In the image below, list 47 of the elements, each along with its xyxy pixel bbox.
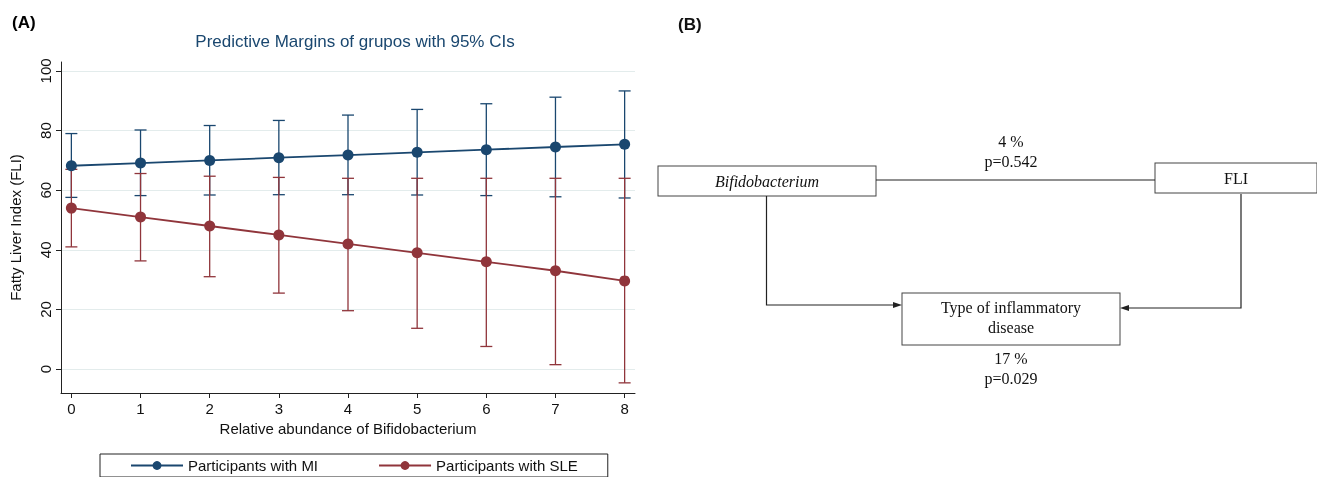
point [480,256,492,268]
point [273,229,285,241]
y-axis-title: Fatty Liver Index (FLI) [7,154,24,301]
legend-label: Participants with SLE [436,457,578,474]
point [65,160,77,172]
point [549,141,561,153]
point [135,211,147,223]
text: 4 % [998,133,1024,150]
point [619,275,631,287]
point [135,157,147,169]
point [411,247,423,259]
y-tick-label: 40 [37,241,54,259]
text: FLI [1224,170,1248,187]
y-tick-label: 80 [37,122,54,139]
text: Bifidobacterium [715,173,819,191]
point [273,152,285,164]
text: (B) [678,15,702,34]
x-tick-label: 5 [412,400,422,417]
point [204,220,216,232]
point [342,149,354,161]
x-tick-label: 6 [482,400,491,417]
x-axis-title: Relative abundance of Bifidobacterium [219,419,477,437]
chart-title: Predictive Margins of grupos with 95% CIs [195,32,515,51]
point [549,265,561,277]
y-tick-label: 0 [37,364,54,374]
y-tick-label: 20 [37,301,54,318]
y-tick-label: 60 [37,181,54,199]
point [619,138,631,150]
point [204,154,216,166]
point [342,238,354,250]
text: p=0.542 [984,153,1038,171]
text: p=0.029 [984,370,1038,388]
x-tick-label: 2 [205,400,214,417]
x-tick-label: 1 [136,400,145,417]
x-tick-label: 8 [620,400,629,417]
point [65,202,77,214]
point [411,146,423,158]
point [480,144,492,156]
x-tick-label: 7 [551,400,560,417]
text: 17 % [994,350,1028,367]
x-tick-label: 4 [343,400,353,417]
y-tick-label: 100 [37,58,54,84]
text: (A) [12,13,36,32]
x-tick-label: 0 [67,400,76,417]
legend-label: Participants with MI [188,457,319,474]
text: Type of inflammatory disease [940,299,1082,336]
x-tick-label: 3 [274,400,284,417]
